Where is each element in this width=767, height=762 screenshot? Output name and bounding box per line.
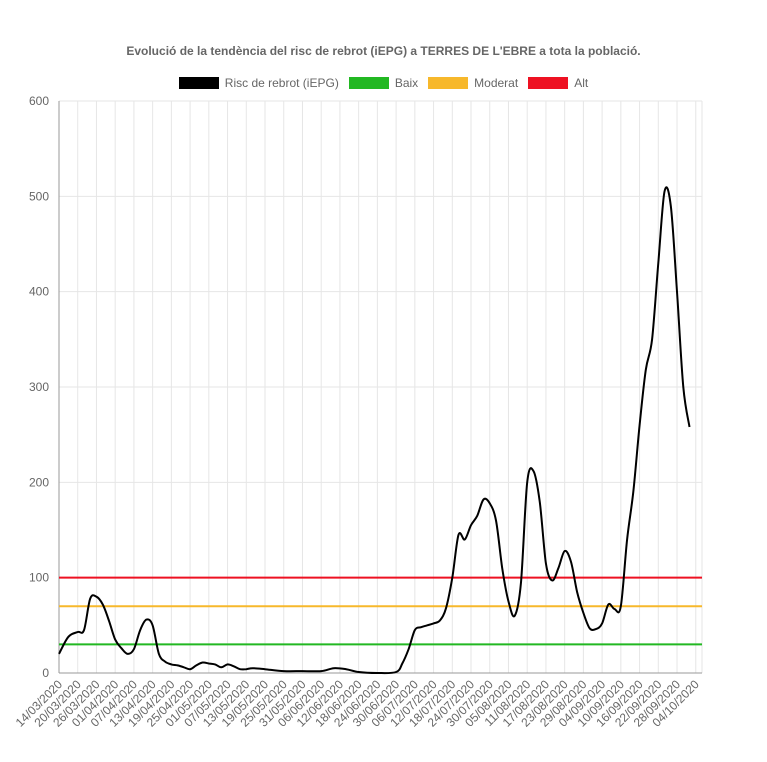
legend-swatch-moderat <box>428 77 469 89</box>
y-tick-label: 400 <box>29 285 49 299</box>
chart-title: Evolució de la tendència del risc de reb… <box>126 44 641 58</box>
legend-item-moderat[interactable]: Moderat <box>428 76 518 90</box>
legend-swatch-baix <box>348 77 389 89</box>
y-tick-label: 0 <box>42 666 49 680</box>
y-tick-label: 300 <box>29 380 49 394</box>
y-tick-label: 100 <box>29 571 49 585</box>
y-tick-label: 200 <box>29 475 49 489</box>
y-tick-label: 500 <box>29 189 49 203</box>
legend-item-alt[interactable]: Alt <box>528 76 588 90</box>
legend-swatch-alt <box>528 77 569 89</box>
y-tick-label: 600 <box>29 94 49 108</box>
legend-swatch-risc <box>178 77 219 89</box>
legend: Risc de rebrot (iEPG) Baix Moderat Alt <box>0 76 767 90</box>
legend-label-moderat: Moderat <box>474 76 519 90</box>
legend-item-baix[interactable]: Baix <box>348 76 419 90</box>
legend-label-risc: Risc de rebrot (iEPG) <box>224 76 339 90</box>
legend-label-baix: Baix <box>394 76 419 90</box>
legend-label-alt: Alt <box>574 76 589 90</box>
legend-item-risc[interactable]: Risc de rebrot (iEPG) <box>178 76 339 90</box>
series-line-risc <box>58 186 691 675</box>
